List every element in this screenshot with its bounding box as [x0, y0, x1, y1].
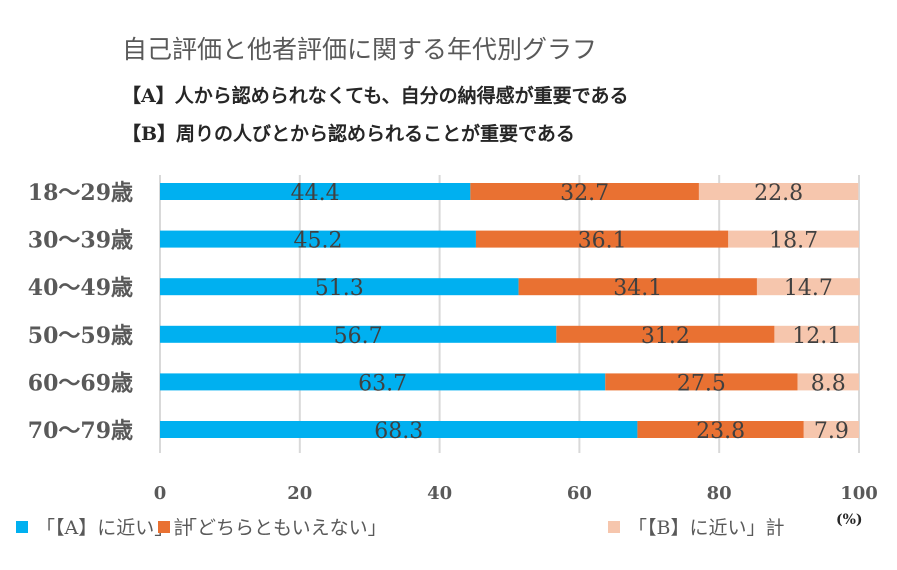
data-label: 12.1 [792, 324, 841, 349]
legend-swatch [16, 521, 28, 533]
bar-segment [756, 278, 860, 296]
data-label: 45.2 [293, 229, 342, 254]
bar-segment [637, 421, 804, 438]
legend-label: 「どちらともいえない」 [178, 517, 387, 539]
data-label: 8.8 [811, 371, 846, 396]
data-label: 56.7 [334, 324, 383, 349]
legend-swatch [158, 521, 170, 533]
x-tick-label: 60 [567, 483, 592, 504]
category-labels: 18〜29歳 30〜39歳 40〜49歳 50〜59歳 60〜69歳 70〜79歳 [28, 180, 133, 444]
legend-swatch [608, 521, 620, 533]
category-label: 30〜39歳 [28, 228, 133, 254]
bar-segment [160, 278, 519, 296]
x-tick-label: 0 [154, 483, 167, 504]
category-label: 18〜29歳 [28, 180, 133, 206]
data-label: 27.5 [677, 371, 726, 396]
bar-segment [160, 421, 638, 438]
bar-segment [518, 278, 757, 296]
data-label: 22.8 [754, 181, 803, 206]
legend: 「【A】に近い」計「どちらともいえない」 「【B】に近い」計 [16, 517, 784, 539]
bar-segment [160, 183, 471, 200]
bar-segment [160, 373, 606, 391]
bars: 44.4 32.7 22.8 45.2 36.1 18.7 51.3 34.1 14.7 56.7… [160, 181, 860, 444]
data-label: 63.7 [358, 371, 407, 396]
data-label: 31.2 [641, 324, 690, 349]
data-label: 23.8 [696, 419, 745, 444]
bar-segment [698, 183, 859, 200]
bar-segment [160, 325, 557, 343]
category-label: 50〜59歳 [28, 323, 133, 349]
chart-title: 自己評価と他者評価に関する年代別グラフ [122, 35, 597, 64]
data-label: 68.3 [374, 419, 423, 444]
x-axis-unit: (%) [836, 512, 863, 528]
category-label: 60〜69歳 [28, 370, 133, 396]
x-tick-label: 20 [287, 483, 312, 504]
bar-segment [556, 325, 775, 343]
chart-subtitle-a: 【A】人から認められなくても、自分の納得感が重要である [122, 84, 628, 107]
gridlines [159, 175, 860, 453]
category-label: 40〜49歳 [28, 275, 133, 301]
data-label: 36.1 [578, 229, 627, 254]
x-tick-label: 100 [840, 483, 878, 504]
legend-label: 「【A】に近い」計 [36, 517, 192, 539]
bar-segment [774, 325, 859, 343]
x-tick-labels: 0 20 40 60 80 100 [154, 483, 878, 504]
bar-segment [160, 230, 476, 248]
bar-segment [728, 230, 859, 248]
bar-segment [797, 373, 859, 391]
data-label: 32.7 [560, 181, 609, 206]
bar-segment [605, 373, 798, 391]
data-label: 51.3 [315, 276, 364, 301]
bar-segment [470, 183, 699, 200]
x-tick-label: 40 [427, 483, 452, 504]
data-label: 44.4 [291, 181, 340, 206]
data-label: 34.1 [613, 276, 662, 301]
data-label: 18.7 [769, 229, 818, 254]
legend-label: 「【B】に近い」計 [628, 517, 784, 539]
bar-segment [803, 421, 859, 438]
category-label: 70〜79歳 [28, 418, 133, 444]
x-tick-label: 80 [707, 483, 732, 504]
data-label: 14.7 [784, 276, 833, 301]
data-label: 7.9 [814, 419, 849, 444]
bar-segment [475, 230, 729, 248]
chart-subtitle-b: 【B】周りの人びとから認められることが重要である [122, 122, 575, 145]
